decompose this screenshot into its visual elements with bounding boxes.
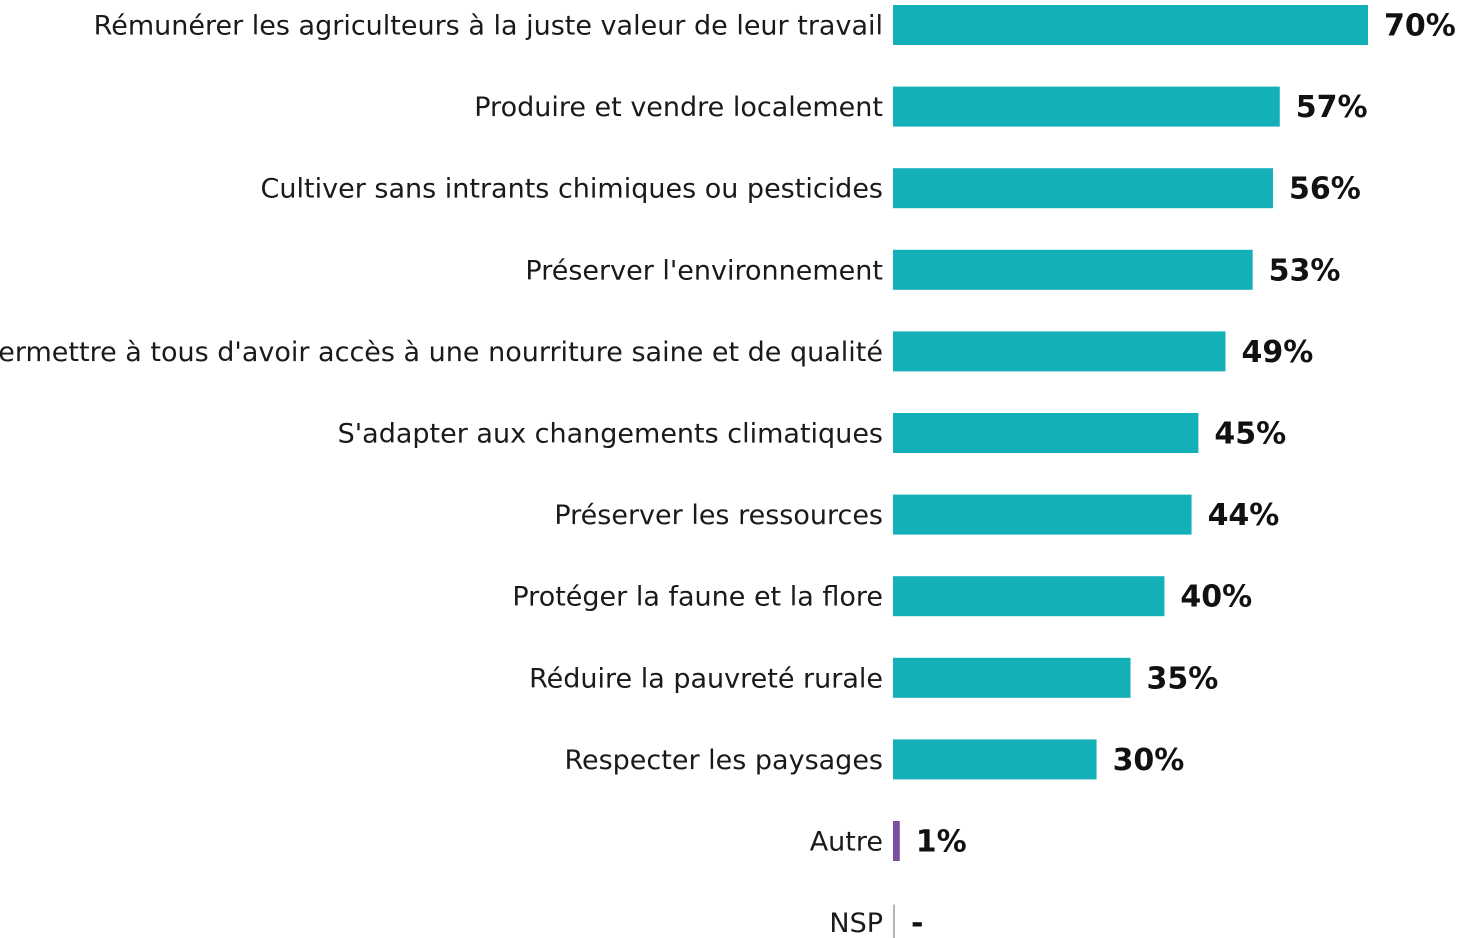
category-label: Réduire la pauvreté rurale bbox=[529, 663, 883, 694]
category-label: Protéger la faune et la flore bbox=[512, 582, 883, 613]
bar bbox=[893, 739, 1097, 780]
category-label: Autre bbox=[810, 827, 883, 858]
value-label: 1% bbox=[916, 825, 967, 860]
value-label: 57% bbox=[1296, 90, 1368, 125]
bar bbox=[893, 413, 1199, 453]
category-label: S'adapter aux changements climatiques bbox=[338, 419, 883, 450]
value-label: 53% bbox=[1269, 253, 1341, 288]
value-label: 30% bbox=[1113, 743, 1185, 778]
category-label: Cultiver sans intrants chimiques ou pest… bbox=[261, 174, 883, 205]
bar bbox=[893, 5, 1368, 45]
bar bbox=[893, 494, 1192, 535]
value-label: 70% bbox=[1384, 9, 1456, 44]
category-label: Respecter les paysages bbox=[564, 745, 883, 776]
bar bbox=[893, 249, 1253, 290]
value-label: 49% bbox=[1242, 335, 1314, 370]
bar bbox=[893, 576, 1165, 617]
bar bbox=[893, 657, 1131, 698]
category-label: Rémunérer les agriculteurs à la juste va… bbox=[94, 11, 883, 42]
bar bbox=[893, 168, 1273, 209]
category-label: Produire et vendre localement bbox=[474, 92, 883, 123]
bar bbox=[893, 821, 900, 861]
bar bbox=[893, 86, 1280, 127]
value-label: 45% bbox=[1214, 417, 1286, 452]
value-label: 56% bbox=[1289, 172, 1361, 207]
category-label: Permettre à tous d'avoir accès à une nou… bbox=[0, 337, 883, 368]
value-label: 44% bbox=[1208, 498, 1280, 533]
category-label: Préserver les ressources bbox=[554, 500, 883, 531]
category-label: NSP bbox=[829, 908, 883, 938]
value-label: 40% bbox=[1180, 580, 1252, 615]
bar bbox=[893, 331, 1226, 372]
value-label: - bbox=[911, 906, 923, 938]
value-label: 35% bbox=[1147, 661, 1219, 696]
category-label: Préserver l'environnement bbox=[525, 255, 883, 286]
